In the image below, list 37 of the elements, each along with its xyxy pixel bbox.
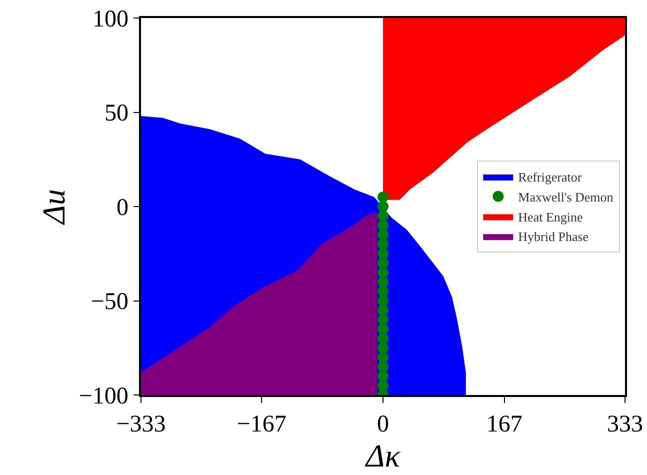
point bbox=[378, 352, 388, 363]
point bbox=[378, 248, 388, 260]
y-tick-label: −50 bbox=[90, 289, 128, 316]
point bbox=[378, 210, 388, 222]
point bbox=[378, 229, 388, 240]
legend-label: Refrigerator bbox=[518, 170, 582, 185]
point bbox=[378, 380, 388, 392]
y-tick-label: 0 bbox=[116, 194, 128, 221]
y-tick-label: 50 bbox=[104, 100, 128, 127]
point bbox=[378, 370, 388, 382]
x-tick-label: −167 bbox=[236, 412, 286, 438]
x-tick-label: 167 bbox=[486, 412, 522, 438]
x-tick-label: −333 bbox=[116, 412, 166, 438]
point bbox=[378, 314, 388, 326]
point bbox=[378, 276, 388, 288]
point bbox=[378, 286, 388, 297]
point bbox=[378, 238, 388, 250]
point bbox=[378, 220, 388, 231]
point bbox=[378, 342, 388, 354]
legend-label: Hybrid Phase bbox=[518, 229, 589, 244]
point bbox=[378, 192, 388, 203]
legend-label: Heat Engine bbox=[518, 209, 584, 224]
point bbox=[378, 304, 388, 316]
point bbox=[378, 324, 388, 335]
x-axis-title: Δκ bbox=[364, 438, 401, 474]
legend-label: Maxwell's Demon bbox=[518, 189, 614, 204]
point bbox=[378, 201, 388, 212]
point bbox=[378, 258, 388, 269]
point bbox=[378, 332, 388, 344]
point bbox=[378, 361, 388, 372]
x-tick-label: 333 bbox=[607, 412, 643, 438]
y-tick-label: 100 bbox=[92, 6, 128, 32]
point bbox=[378, 295, 388, 306]
point bbox=[378, 266, 388, 278]
x-tick-label: 0 bbox=[377, 412, 389, 438]
y-axis-title: Δu bbox=[36, 189, 72, 226]
y-tick-label: −100 bbox=[78, 383, 128, 410]
